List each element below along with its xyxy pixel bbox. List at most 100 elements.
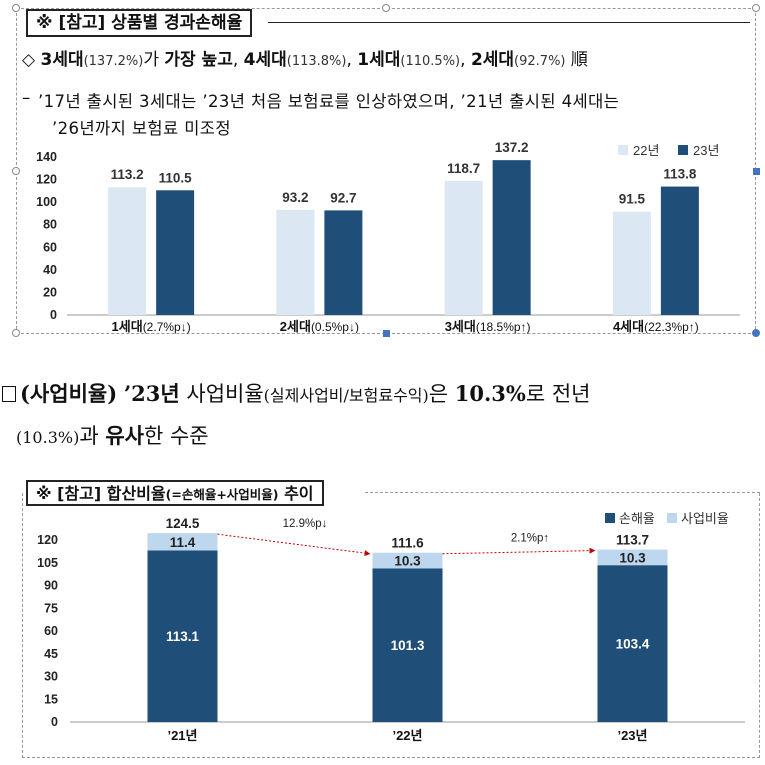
legend-label: 사업비율 <box>681 511 729 526</box>
category-change: (0.5%p↓) <box>311 320 359 334</box>
y-tick-label: 0 <box>50 308 57 322</box>
legend-label: 23년 <box>693 143 719 158</box>
bar-22년 <box>612 211 651 315</box>
segment-label: 11.4 <box>170 535 196 550</box>
y-tick-label: 100 <box>36 195 57 209</box>
bar-segment-사업비율 <box>372 552 443 569</box>
segment-label: 101.3 <box>391 638 425 653</box>
category-change: (2.7%p↓) <box>143 320 191 334</box>
summary-gen4-value: (113.8%) <box>286 54 347 69</box>
change-label: 2.1%p↑ <box>511 533 549 545</box>
data-label: 91.5 <box>619 192 646 207</box>
segment-label: 113.1 <box>166 629 200 644</box>
y-tick-label: 45 <box>44 647 58 661</box>
summary-gen2-value: (92.7%) <box>514 54 566 69</box>
data-label: 118.7 <box>447 161 480 176</box>
y-tick-label: 60 <box>43 240 57 254</box>
category-name: 1세대 <box>112 319 143 334</box>
resize-handle-ml[interactable] <box>12 167 20 175</box>
x-tick-label: ’22년 <box>392 728 422 743</box>
category-name: 2세대 <box>280 319 311 334</box>
bar-22년 <box>108 187 147 315</box>
total-label: 113.7 <box>616 533 649 548</box>
data-label: 110.5 <box>159 170 193 185</box>
y-tick-label: 120 <box>36 173 57 187</box>
y-tick-label: 40 <box>43 263 57 277</box>
resize-handle-tm[interactable] <box>382 4 390 12</box>
sentence-text: 로 전년 <box>525 382 591 406</box>
y-tick-label: 20 <box>43 285 57 299</box>
bottom-title-suffix: 추이 <box>278 484 314 503</box>
bar-segment-손해율 <box>597 565 668 722</box>
legend-swatch <box>678 145 688 155</box>
y-tick-label: 90 <box>44 579 58 593</box>
note-line-1: ’17년 출시된 3세대는 ’23년 처음 보험료를 인상하였으며, ’21년 … <box>38 92 620 111</box>
bottom-chart-title: ※ [참고] 합산비율(=손해율+사업비율) 추이 <box>26 480 324 506</box>
y-tick-label: 0 <box>51 715 58 729</box>
expense-ratio-value: 10.3% <box>454 381 526 406</box>
year-label: ’23년 <box>123 381 180 406</box>
bar-23년 <box>492 160 531 315</box>
summary-gen4: 4세대 <box>243 50 287 70</box>
segment-label: 10.3 <box>619 550 646 565</box>
note-line-2: ’26년까지 보험료 미조정 <box>52 119 231 138</box>
y-tick-label: 15 <box>44 692 58 706</box>
resize-handle-bm[interactable] <box>383 330 390 337</box>
y-tick-label: 75 <box>44 601 58 615</box>
y-tick-label: 80 <box>43 218 57 232</box>
bar-23년 <box>156 190 195 315</box>
trend-arrow <box>217 533 371 557</box>
category-change: (22.3%p↑) <box>644 320 699 334</box>
checkbox-bullet-icon <box>2 386 16 402</box>
summary-text: , <box>460 50 471 70</box>
x-tick-label: 4세대(22.3%p↑) <box>613 319 699 334</box>
y-tick-label: 105 <box>37 556 58 570</box>
sentence-text: 과 <box>79 424 106 448</box>
keyword-similar: 유사 <box>105 423 144 448</box>
summary-gen1: 1세대 <box>357 50 401 70</box>
trend-arrow <box>442 547 596 555</box>
data-label: 93.2 <box>282 190 308 205</box>
summary-gen3: 3세대 <box>40 50 84 70</box>
summary-gen1-value: (110.5%) <box>400 54 461 69</box>
resize-handle-tl[interactable] <box>12 4 20 12</box>
segment-label: 103.4 <box>616 637 650 652</box>
bar-23년 <box>324 210 363 315</box>
resize-handle-tr[interactable] <box>752 4 760 12</box>
change-label: 12.9%p↓ <box>283 518 328 530</box>
subject-definition: (실제사업비/보험료수익) <box>263 386 429 405</box>
prior-value: (10.3%) <box>16 428 80 447</box>
summary-gen3-value: (137.2%) <box>83 54 144 69</box>
bottom-title-formula: (=손해율+사업비율) <box>165 487 279 502</box>
legend-swatch <box>667 513 677 523</box>
bottom-chart-frame <box>22 493 760 758</box>
total-label: 124.5 <box>166 516 200 531</box>
bar-segment-사업비율 <box>597 549 668 566</box>
summary-gen2: 2세대 <box>470 50 515 70</box>
legend-label: 22년 <box>633 143 659 158</box>
expense-ratio-sentence: (사업비율) ’23년 사업비율(실제사업비/보험료수익)은 10.3%로 전년 <box>2 378 591 408</box>
y-tick-label: 30 <box>44 670 58 684</box>
x-tick-label: ’21년 <box>167 728 197 743</box>
summary-keyword: 가장 높고 <box>164 50 233 70</box>
data-label: 92.7 <box>330 190 356 205</box>
dash-bullet: – <box>22 88 31 107</box>
total-label: 111.6 <box>391 536 424 551</box>
x-tick-label: 1세대(2.7%p↓) <box>112 319 191 334</box>
y-tick-label: 120 <box>37 533 58 547</box>
category-name: 4세대 <box>613 319 644 334</box>
bar-22년 <box>444 181 483 315</box>
bar-22년 <box>276 209 315 315</box>
title-underline <box>268 22 750 23</box>
resize-handle-br[interactable] <box>752 329 760 337</box>
section-label: (사업비율) <box>20 381 118 406</box>
bar-segment-손해율 <box>372 568 443 722</box>
category-change: (18.5%p↑) <box>476 320 531 334</box>
top-chart-title: ※ [참고] 상품별 경과손해율 <box>26 9 253 37</box>
segment-label: 10.3 <box>394 554 421 569</box>
resize-handle-bl[interactable] <box>12 329 20 337</box>
data-label: 113.8 <box>663 167 697 182</box>
resize-handle-mr[interactable] <box>753 168 760 175</box>
expense-ratio-sentence-2: (10.3%)과 유사한 수준 <box>16 420 209 450</box>
